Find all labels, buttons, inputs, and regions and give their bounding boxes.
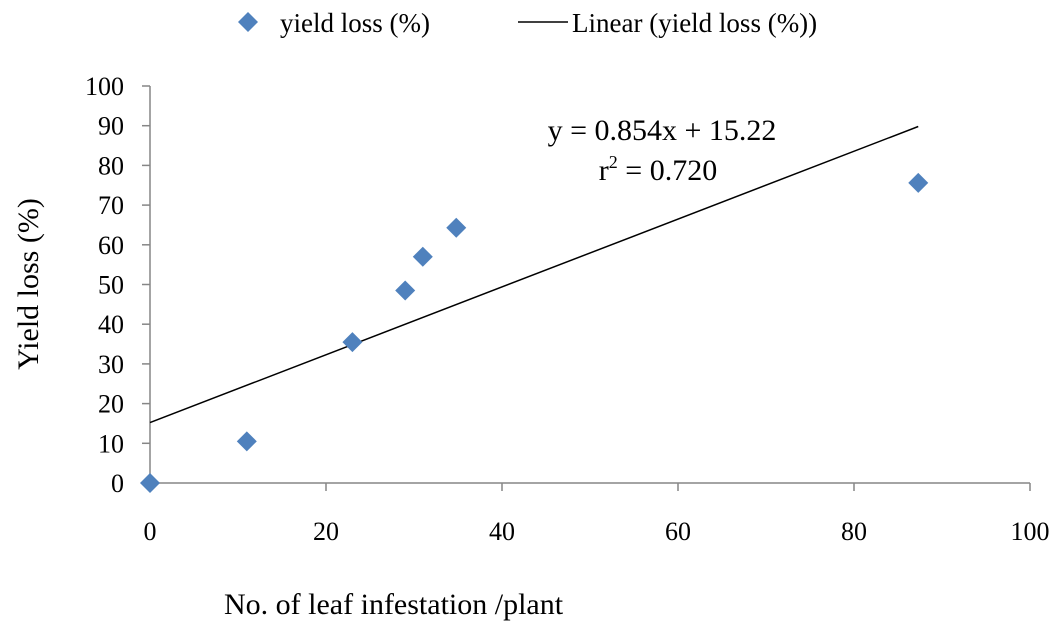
x-tick-label: 20 [313,517,339,546]
data-point-4 [412,246,433,267]
y-tick-label: 50 [98,271,124,300]
y-axis-title: Yield loss (%) [12,198,45,370]
y-tick-label: 0 [111,469,124,498]
r-squared-superscript: 2 [609,152,618,172]
y-tick-label: 20 [98,390,124,419]
legend-label-linear: Linear (yield loss (%)) [572,8,817,38]
data-point-6 [908,172,929,193]
data-point-2 [342,332,363,353]
data-points [140,172,929,493]
legend: yield loss (%) Linear (yield loss (%)) [238,8,817,38]
y-tick-label: 10 [98,429,124,458]
x-tick-label: 80 [841,517,867,546]
data-point-3 [395,280,416,301]
legend-label-scatter: yield loss (%) [280,8,430,38]
trendline-linear [149,125,919,424]
data-point-5 [446,217,467,238]
y-tick-label: 90 [98,112,124,141]
r-squared-label: r2 = 0.720 [599,152,717,187]
legend-marker-diamond [238,12,258,32]
y-tick-label: 80 [98,151,124,180]
y-tick-label: 30 [98,350,124,379]
y-tick-label: 100 [85,72,124,101]
r-squared-value: = 0.720 [618,154,717,187]
x-tick-label: 40 [489,517,515,546]
x-axis-title: No. of leaf infestation /plant [224,588,564,621]
regression-equation: y = 0.854x + 15.22 [548,114,777,147]
data-point-0 [140,473,160,493]
data-point-1 [236,431,257,452]
r-squared-prefix: r [599,154,609,187]
y-ticks: 0 10 20 30 40 50 60 70 80 90 100 [85,72,150,498]
trendline [149,125,919,424]
x-tick-label: 60 [665,517,691,546]
y-tick-label: 60 [98,231,124,260]
x-tick-label: 100 [1011,517,1050,546]
x-ticks: 0 20 40 60 80 100 [144,483,1050,546]
y-tick-label: 40 [98,310,124,339]
x-tick-label: 0 [144,517,157,546]
y-tick-label: 70 [98,191,124,220]
